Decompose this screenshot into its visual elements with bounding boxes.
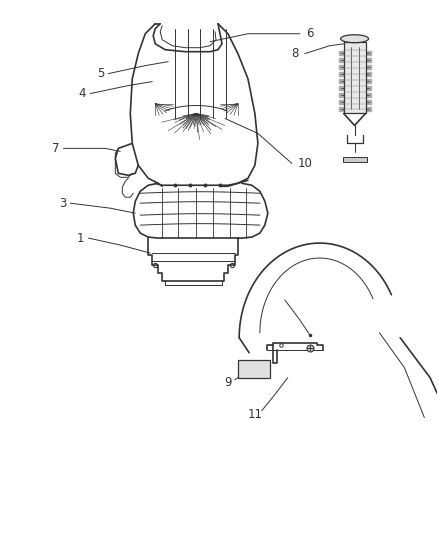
- Text: 8: 8: [291, 47, 298, 60]
- Text: 7: 7: [52, 142, 59, 155]
- Text: 1: 1: [77, 232, 84, 245]
- Text: 4: 4: [79, 87, 86, 100]
- Text: 11: 11: [247, 408, 262, 421]
- Text: 3: 3: [59, 197, 66, 209]
- Ellipse shape: [341, 35, 368, 43]
- Text: 6: 6: [306, 27, 314, 40]
- Polygon shape: [343, 157, 367, 163]
- Text: 5: 5: [97, 67, 104, 80]
- Polygon shape: [343, 42, 366, 114]
- FancyBboxPatch shape: [238, 360, 270, 378]
- Text: 9: 9: [224, 376, 232, 389]
- Text: 10: 10: [297, 157, 312, 170]
